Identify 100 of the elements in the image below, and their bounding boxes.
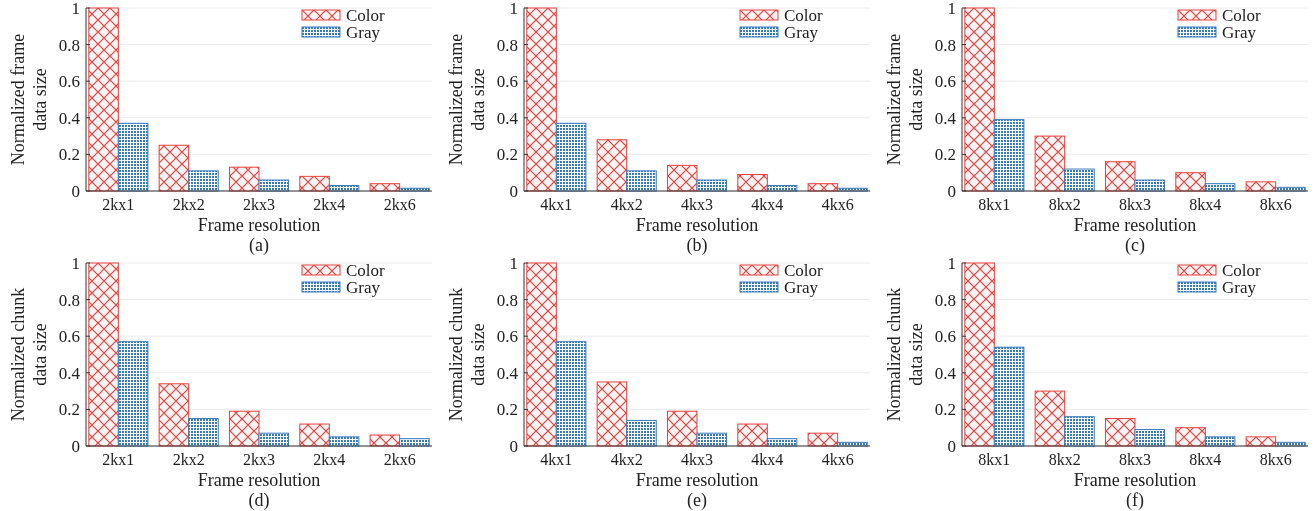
y-axis-title: Normalized frame data size	[446, 33, 488, 166]
bar	[1034, 390, 1066, 447]
x-tick-label: 2kx2	[172, 196, 205, 213]
bar	[299, 423, 330, 447]
bar	[666, 164, 698, 192]
y-axis-title: Normalized chunk data size	[8, 287, 50, 422]
legend-label: Color	[1222, 260, 1262, 280]
text: (e)	[687, 490, 707, 511]
x-axis-title: Frame resolution	[197, 215, 321, 235]
x-axis-title: Frame resolution	[1073, 215, 1197, 235]
y-tick-label: 1	[71, 0, 80, 18]
bar	[1034, 135, 1066, 192]
y-axis-title: Normalized chunk data size	[446, 287, 488, 422]
bar	[117, 122, 149, 192]
x-tick-label: 2kx2	[172, 451, 205, 468]
y-tick-label: 0	[947, 436, 956, 456]
x-tick-label: 4kx6	[821, 196, 854, 213]
x-axis-title: Frame resolution	[635, 215, 759, 235]
legend-label: Gray	[784, 22, 819, 42]
bar	[188, 170, 219, 192]
legend-label: Gray	[346, 277, 381, 297]
legend-label: Color	[346, 5, 386, 25]
bar	[737, 423, 768, 447]
y-tick-label: 0	[509, 436, 518, 456]
x-axis-title: Frame resolution	[635, 470, 759, 490]
x-tick-label: 2kx3	[243, 196, 275, 213]
x-tick-label: 2kx1	[102, 196, 135, 213]
y-tick-label: 1	[947, 253, 956, 273]
x-tick-label: 4kx1	[540, 451, 573, 468]
y-tick-label: 0.4	[934, 108, 957, 128]
bar	[1104, 418, 1136, 447]
x-tick-label: 4kx4	[751, 196, 784, 213]
y-tick-label: 0.2	[58, 145, 80, 165]
bar	[1104, 161, 1136, 192]
bar	[369, 434, 401, 447]
legend-label: Color	[346, 260, 386, 280]
bar	[1204, 436, 1236, 447]
y-axis-title: Normalized frame data size	[884, 33, 926, 166]
bar	[1134, 179, 1166, 192]
y-tick-label: 0.6	[934, 327, 956, 347]
y-tick-label: 0.8	[58, 290, 80, 310]
bar	[666, 410, 698, 447]
y-tick-label: 0.8	[934, 35, 956, 55]
x-tick-label: 4kx2	[610, 196, 643, 213]
x-tick-label: 8kx1	[978, 196, 1011, 213]
y-tick-label: 0.8	[58, 35, 80, 55]
x-tick-label: 8kx3	[1119, 196, 1151, 213]
y-tick-label: 0.8	[496, 35, 518, 55]
bar	[1175, 427, 1206, 447]
y-tick-label: 0.4	[496, 108, 519, 128]
y-tick-label: 0.6	[934, 72, 956, 92]
y-tick-label: 0.6	[496, 327, 518, 347]
y-tick-label: 0.2	[496, 145, 518, 165]
bar	[258, 179, 290, 192]
y-tick-label: 0	[509, 181, 518, 201]
y-tick-label: 0.2	[58, 400, 80, 420]
y-tick-label: 0.6	[58, 72, 80, 92]
y-axis-title: Normalized chunk data size	[884, 287, 926, 422]
bar	[117, 341, 149, 447]
bar	[188, 418, 219, 447]
x-tick-label: 8kx4	[1189, 451, 1222, 468]
y-tick-label: 0.4	[58, 108, 81, 128]
bar	[737, 174, 768, 192]
y-tick-label: 0.2	[934, 400, 956, 420]
x-tick-label: 2kx6	[383, 451, 416, 468]
x-tick-label: 4kx3	[681, 196, 713, 213]
bar	[228, 410, 260, 447]
bar	[993, 346, 1025, 447]
bar	[993, 119, 1025, 192]
y-tick-label: 0.8	[496, 290, 518, 310]
y-tick-label: 1	[509, 253, 518, 273]
x-tick-label: 2kx3	[243, 451, 275, 468]
bar	[696, 179, 728, 192]
y-tick-label: 1	[947, 0, 956, 18]
bar	[158, 383, 190, 447]
x-tick-label: 2kx6	[383, 196, 416, 213]
text: (f)	[1126, 490, 1144, 511]
legend-label: Gray	[784, 277, 819, 297]
x-tick-label: 8kx2	[1048, 451, 1081, 468]
y-tick-label: 1	[509, 0, 518, 18]
x-tick-label: 8kx6	[1259, 451, 1292, 468]
x-tick-label: 8kx3	[1119, 451, 1151, 468]
legend-label: Color	[784, 5, 824, 25]
x-tick-label: 8kx6	[1259, 196, 1292, 213]
x-tick-label: 8kx4	[1189, 196, 1222, 213]
bar	[626, 170, 657, 192]
y-tick-label: 0	[71, 436, 80, 456]
bar	[158, 144, 190, 192]
y-tick-label: 0.2	[934, 145, 956, 165]
x-tick-label: 4kx2	[610, 451, 643, 468]
legend-label: Color	[784, 260, 824, 280]
text: (d)	[248, 490, 270, 511]
text: (a)	[249, 235, 269, 256]
bar	[555, 122, 587, 192]
y-axis-title: Normalized frame data size	[8, 33, 50, 166]
legend-label: Color	[1222, 5, 1262, 25]
bar	[299, 175, 330, 192]
y-tick-label: 0.4	[934, 363, 957, 383]
y-tick-label: 0.6	[58, 327, 80, 347]
y-tick-label: 0.4	[58, 363, 81, 383]
